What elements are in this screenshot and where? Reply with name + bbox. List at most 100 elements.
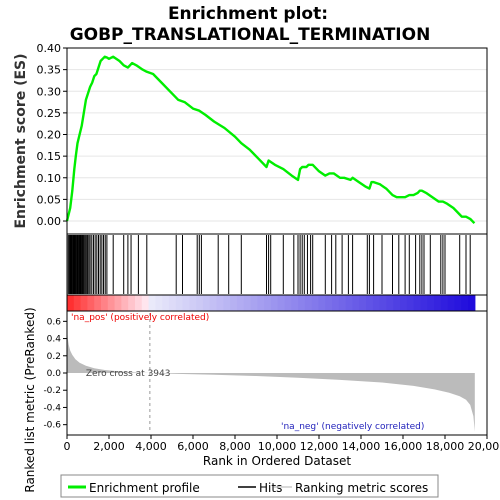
- band-segment: [168, 295, 177, 311]
- band-segment: [325, 295, 333, 311]
- es-ytick-label: 0.25: [37, 107, 62, 120]
- band-segment: [318, 295, 326, 311]
- band-segment: [230, 295, 238, 311]
- metric-ytick-label: -0.2: [43, 386, 61, 396]
- band-segment: [162, 295, 170, 311]
- metric-ytick-label: 0.4: [47, 335, 62, 345]
- metric-ytick-label: 0.0: [47, 369, 62, 379]
- x-tick-label: 10,000: [258, 440, 297, 453]
- x-tick-label: 14,000: [342, 440, 381, 453]
- band-segment: [298, 295, 306, 311]
- es-ytick-label: 0.20: [37, 129, 62, 142]
- legend: Enrichment profile Hits Ranking metric s…: [60, 474, 439, 498]
- band-segment: [209, 295, 218, 311]
- band-segment: [155, 295, 163, 311]
- band-segment: [148, 295, 156, 311]
- es-ytick-label: 0.40: [37, 42, 62, 55]
- band-segment: [80, 295, 88, 311]
- band-segment: [87, 295, 95, 311]
- band-segment: [236, 295, 245, 311]
- band-segment: [141, 295, 150, 311]
- band-segment: [107, 295, 116, 311]
- band-segment: [264, 295, 272, 311]
- metric-ytick-label: -0.6: [43, 421, 61, 431]
- band-segment: [461, 295, 469, 311]
- band-segment: [454, 295, 462, 311]
- band-segment: [332, 295, 340, 311]
- legend-entry-ranking-metric: Ranking metric scores: [295, 481, 428, 495]
- x-tick-label: 16,000: [384, 440, 423, 453]
- band-segment: [270, 295, 279, 311]
- x-tick-label: 18,000: [426, 440, 465, 453]
- metric-ylabel: Ranked list metric (PreRanked): [23, 307, 37, 492]
- legend-entry-enrichment-profile: Enrichment profile: [89, 481, 200, 495]
- band-segment: [291, 295, 299, 311]
- band-segment: [400, 295, 408, 311]
- band-segment: [202, 295, 211, 311]
- band-segment: [434, 295, 442, 311]
- x-tick-label: 0: [64, 440, 71, 453]
- band-segment: [189, 295, 197, 311]
- metric-ytick-label: -0.4: [43, 403, 61, 413]
- band-segment: [359, 295, 367, 311]
- chart-title-line-2: GOBP_TRANSLATIONAL_TERMINATION: [70, 25, 431, 45]
- band-segment: [277, 295, 286, 311]
- band-segment: [386, 295, 394, 311]
- band-segment: [128, 295, 136, 311]
- band-segment: [257, 295, 265, 311]
- band-segment: [468, 295, 476, 311]
- es-ytick-label: 0.30: [37, 85, 62, 98]
- band-segment: [284, 295, 292, 311]
- es-ytick-label: 0.00: [37, 215, 62, 228]
- band-segment: [175, 295, 184, 311]
- band-segment: [182, 295, 190, 311]
- band-segment: [94, 295, 102, 311]
- band-segment: [427, 295, 435, 311]
- rank-color-band: [66, 294, 488, 312]
- es-ytick-label: 0.05: [37, 193, 62, 206]
- band-segment: [379, 295, 388, 311]
- es-ytick-label: 0.10: [37, 172, 62, 185]
- band-segment: [338, 295, 347, 311]
- band-segment: [223, 295, 231, 311]
- band-segment: [67, 295, 75, 311]
- band-segment: [73, 295, 82, 311]
- enrichment-profile-line: [65, 55, 476, 225]
- chart-title-line-1: Enrichment plot:: [168, 4, 328, 24]
- band-segment: [393, 295, 401, 311]
- band-segment: [311, 295, 320, 311]
- positive-correlation-label: 'na_pos' (positively correlated): [71, 313, 209, 323]
- zero-cross-label: Zero cross at 3943: [86, 369, 171, 379]
- band-segment: [250, 295, 258, 311]
- band-segment: [114, 295, 122, 311]
- es-ylabel: Enrichment score (ES): [13, 53, 29, 228]
- es-ytick-label: 0.15: [37, 150, 62, 163]
- band-segment: [121, 295, 129, 311]
- legend-entry-hits: Hits: [259, 481, 282, 495]
- band-segment: [366, 295, 374, 311]
- band-segment: [100, 295, 109, 311]
- x-tick-label: 6,000: [177, 440, 209, 453]
- band-segment: [406, 295, 415, 311]
- x-tick-label: 2,000: [93, 440, 125, 453]
- x-tick-label: 12,000: [300, 440, 339, 453]
- band-segment: [134, 295, 143, 311]
- band-segment: [345, 295, 354, 311]
- negative-correlation-label: 'na_neg' (negatively correlated): [281, 422, 424, 432]
- x-tick-label: 20,000: [468, 440, 500, 453]
- x-tick-label: 4,000: [135, 440, 167, 453]
- metric-ytick-label: 0.6: [47, 317, 62, 327]
- band-segment: [372, 295, 381, 311]
- band-segment: [440, 295, 449, 311]
- x-tick-label: 8,000: [219, 440, 251, 453]
- band-segment: [413, 295, 422, 311]
- metric-panel: 0.6 0.4 0.2 0.0 -0.2 -0.4 -0.6 Zero cross at 3…: [23, 307, 500, 492]
- x-axis-label: Rank in Ordered Dataset: [203, 454, 351, 468]
- ranking-metric-area: [67, 323, 475, 432]
- band-segment: [196, 295, 204, 311]
- band-segment: [216, 295, 224, 311]
- es-panel: 0.00 0.05 0.10 0.15 0.20 0.25 0.30 0.35 0.40 Enr…: [13, 42, 488, 235]
- hits-panel: [66, 233, 488, 296]
- band-segment: [352, 295, 360, 311]
